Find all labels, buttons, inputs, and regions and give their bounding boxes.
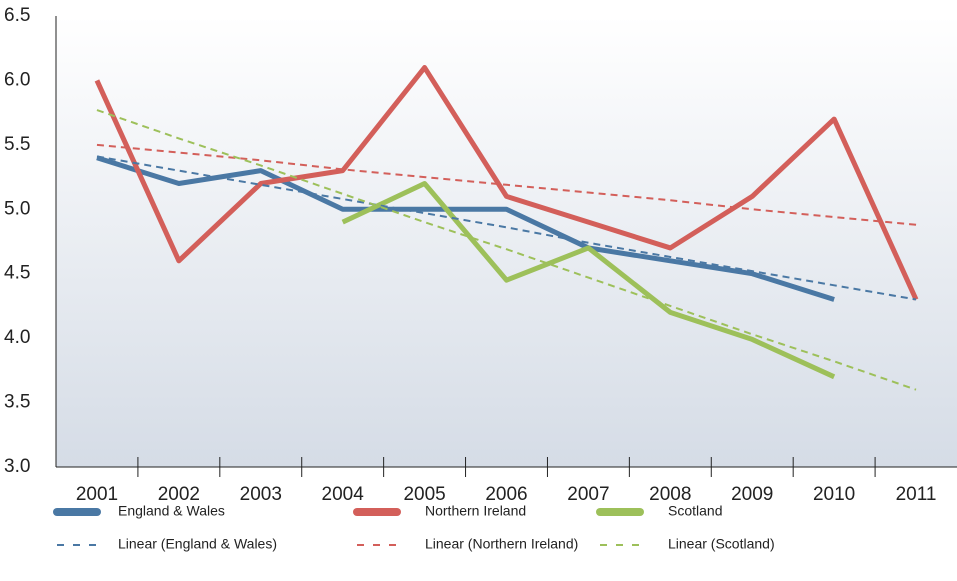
legend-label: Scotland: [668, 503, 722, 519]
y-tick-label: 5.0: [4, 198, 30, 219]
x-tick-label: 2009: [731, 484, 773, 505]
x-tick-label: 2011: [896, 484, 937, 505]
x-tick-label: 2007: [567, 484, 609, 505]
x-tick-label: 2001: [76, 484, 118, 505]
y-tick-label: 3.0: [4, 456, 30, 477]
y-tick-label: 4.5: [4, 263, 30, 284]
plot-area: [56, 16, 957, 467]
x-tick-label: 2008: [649, 484, 691, 505]
legend-label: England & Wales: [118, 503, 225, 519]
x-tick-label: 2002: [158, 484, 200, 505]
x-tick-label: 2003: [240, 484, 282, 505]
x-tick-label: 2010: [813, 484, 855, 505]
y-tick-label: 6.0: [4, 69, 30, 90]
trend-line: [96, 143, 917, 226]
y-tick-label: 4.0: [4, 327, 30, 348]
y-tick-label: 5.5: [4, 134, 30, 155]
legend-label: Northern Ireland: [425, 503, 526, 519]
x-tick-label: 2004: [322, 484, 365, 505]
x-tick-label: 2005: [403, 484, 445, 505]
legend-label: Linear (Scotland): [668, 536, 775, 552]
series-line: [341, 181, 836, 380]
legend-label: Linear (Northern Ireland): [425, 536, 578, 552]
y-tick-label: 3.5: [4, 392, 30, 413]
x-tick-label: 2006: [485, 484, 527, 505]
series-line: [94, 65, 919, 301]
y-tick-label: 6.5: [4, 5, 30, 26]
trend-line: [96, 109, 917, 391]
legend-label: Linear (England & Wales): [118, 536, 277, 552]
trend-line: [96, 155, 917, 301]
